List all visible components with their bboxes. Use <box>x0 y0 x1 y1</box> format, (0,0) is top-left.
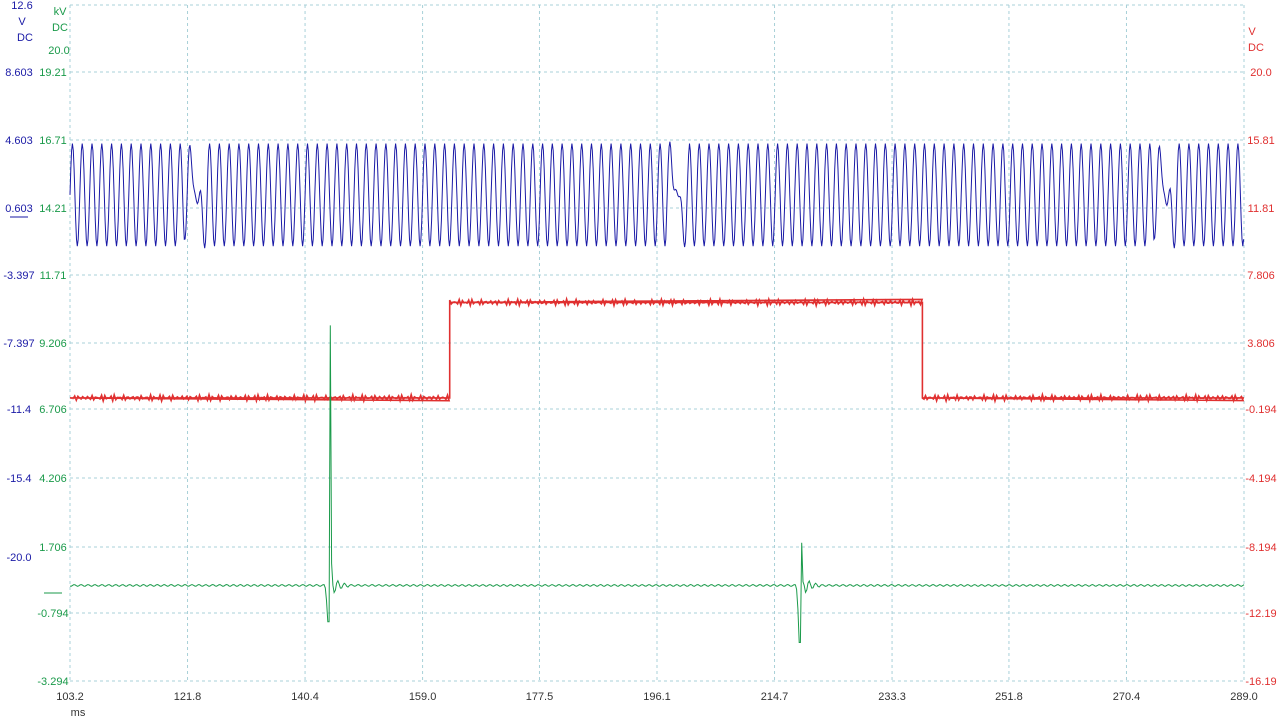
blue-tick-label: 4.603 <box>5 135 33 147</box>
green-tick-label: 14.21 <box>39 203 67 215</box>
red-tick-label: -0.194 <box>1245 404 1276 416</box>
green-tick-label: 16.71 <box>39 135 67 147</box>
x-axis-labels: 103.2 121.8 140.4 159.0 177.5 196.1 214.7 233.3… <box>56 691 1258 719</box>
traces <box>69 141 1245 643</box>
x-axis-unit: ms <box>71 707 86 719</box>
blue-tick-label: -7.397 <box>3 338 34 350</box>
red-tick-label: 11.81 <box>1248 203 1275 215</box>
x-tick-label: 251.8 <box>995 691 1023 703</box>
green-axis-unit: kV <box>54 6 68 18</box>
blue-axis-top-label: 12.6 <box>11 0 32 12</box>
x-tick-label: 196.1 <box>643 691 671 703</box>
red-tick-label: -8.194 <box>1245 542 1276 554</box>
green-tick-label: 1.706 <box>39 542 67 554</box>
blue-tick-label: -11.4 <box>7 404 31 416</box>
green-tick-label: 4.206 <box>39 473 67 485</box>
green-trace <box>69 325 1245 643</box>
x-tick-label: 214.7 <box>761 691 789 703</box>
blue-trace <box>69 141 1245 249</box>
red-tick-label: 3.806 <box>1247 338 1275 350</box>
x-tick-label: 177.5 <box>526 691 554 703</box>
green-tick-label: 9.206 <box>39 338 67 350</box>
green-axis-top-label: 20.0 <box>48 45 69 57</box>
x-tick-label: 289.0 <box>1230 691 1258 703</box>
x-tick-label: 103.2 <box>56 691 84 703</box>
green-tick-label: 6.706 <box>39 404 67 416</box>
blue-tick-label: 8.603 <box>5 67 33 79</box>
green-tick-label: 11.71 <box>40 270 67 282</box>
red-axis-unit: V <box>1248 26 1256 38</box>
x-tick-label: 233.3 <box>878 691 906 703</box>
red-tick-label: 20.0 <box>1250 67 1271 79</box>
red-tick-label: 15.81 <box>1247 135 1275 147</box>
blue-tick-label: -3.397 <box>3 270 34 282</box>
right-axis-labels: V DC 20.0 15.81 11.81 7.806 3.806 -0.194 -4.194 -… <box>1245 26 1276 688</box>
x-tick-label: 140.4 <box>291 691 319 703</box>
green-tick-label: -3.294 <box>37 676 68 688</box>
x-tick-label: 159.0 <box>409 691 437 703</box>
red-tick-label: -16.19 <box>1245 676 1276 688</box>
green-tick-label: -0.794 <box>37 608 68 620</box>
grid <box>69 4 1245 682</box>
left-axis-labels: 12.6 V DC kV DC 20.0 8.603 4.603 0.603 -3.397 -7.3… <box>3 0 69 688</box>
blue-axis-unit: V <box>18 16 26 28</box>
blue-tick-label: -15.4 <box>6 473 31 485</box>
red-trace <box>69 296 1245 405</box>
red-tick-label: -4.194 <box>1245 473 1276 485</box>
red-tick-label: 7.806 <box>1247 270 1275 282</box>
green-axis-unit-dc: DC <box>52 22 68 34</box>
x-tick-label: 270.4 <box>1113 691 1141 703</box>
red-axis-unit-dc: DC <box>1248 42 1264 54</box>
x-tick-label: 121.8 <box>174 691 202 703</box>
green-tick-label: 19.21 <box>39 67 67 79</box>
blue-axis-unit-dc: DC <box>17 32 33 44</box>
blue-tick-label: 0.603 <box>5 203 33 215</box>
red-tick-label: -12.19 <box>1245 608 1276 620</box>
blue-tick-label: -20.0 <box>6 552 31 564</box>
